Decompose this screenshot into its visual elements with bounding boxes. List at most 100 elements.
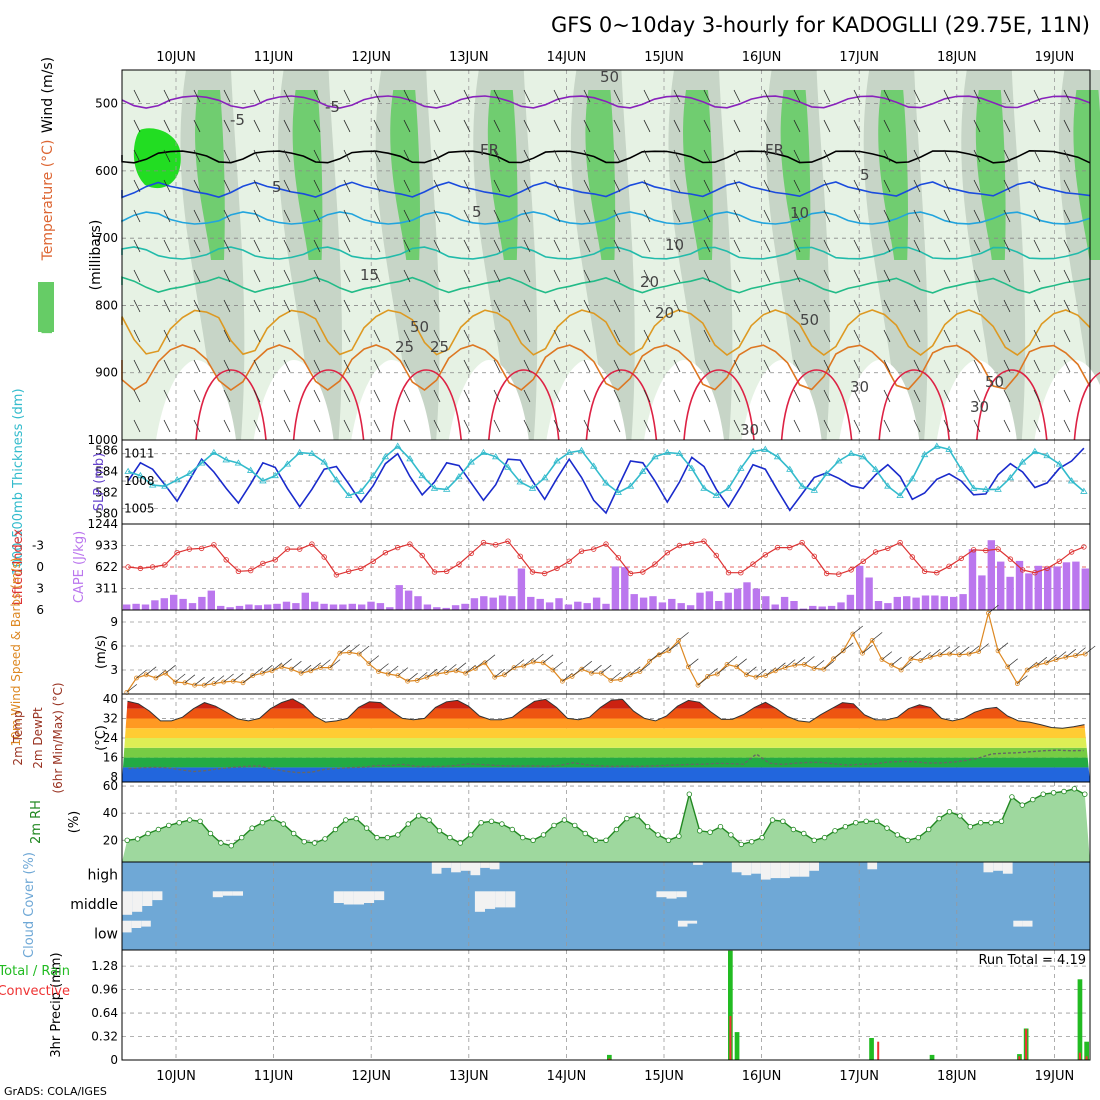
y-tick-label: 0 xyxy=(36,560,44,574)
cape-bar xyxy=(752,588,761,610)
cape-bar xyxy=(339,604,347,610)
lifted-index-point xyxy=(505,538,511,544)
rh-point xyxy=(676,833,682,839)
wind-point xyxy=(627,672,633,678)
bottom-date-label: 11JUN xyxy=(254,1069,294,1084)
cloud-cover-gap xyxy=(770,862,781,879)
run-total-annotation: Run Total = 4.19 xyxy=(978,953,1086,968)
panel-label: 1000-500mb Thickness (dm) xyxy=(11,388,26,575)
cape-bar xyxy=(818,606,826,610)
bottom-date-label: 10JUN xyxy=(156,1069,196,1084)
temperature-band xyxy=(122,708,1090,719)
wind-barb xyxy=(703,119,711,133)
contour-label: 15 xyxy=(360,266,379,284)
rh-point xyxy=(134,836,141,842)
bottom-date-label: 14JUN xyxy=(547,1069,587,1084)
rh-dry-dome xyxy=(546,360,627,440)
wind-barb xyxy=(387,665,399,675)
temperature-contour-warm xyxy=(488,369,560,441)
temperature-contour xyxy=(121,211,1091,225)
wind-barb xyxy=(643,269,651,283)
wind-point xyxy=(763,673,769,678)
y-tick-label: 580 xyxy=(95,507,118,521)
wind-barb xyxy=(446,664,457,673)
contour-label: 5 xyxy=(472,203,482,221)
cape-bar xyxy=(442,607,450,610)
cape-bar xyxy=(508,596,516,610)
wind-barb xyxy=(493,209,501,223)
lifted-index-point xyxy=(444,568,450,574)
thickness-point xyxy=(381,453,390,460)
wind-barb xyxy=(1063,179,1071,193)
rh-point xyxy=(624,815,630,822)
wind-barb xyxy=(697,676,709,686)
wind-point xyxy=(995,648,1001,654)
contour-label: 30 xyxy=(850,378,869,396)
wind-point xyxy=(550,667,556,673)
y-tick-label: 1008 xyxy=(124,474,155,488)
cape-bar xyxy=(141,604,150,610)
cape-bar xyxy=(451,605,460,610)
rh-point xyxy=(957,813,963,819)
rh-point xyxy=(124,837,130,843)
rh-point xyxy=(551,822,557,829)
cape-bar xyxy=(912,597,920,610)
wind-barb xyxy=(591,664,602,674)
wind-barb xyxy=(823,389,831,403)
temperature-contour xyxy=(121,276,1091,294)
wind-barb xyxy=(613,389,621,403)
wind-point xyxy=(695,682,701,688)
wind-barb xyxy=(643,419,651,433)
side-label: Wind (m/s) xyxy=(40,57,56,133)
wind-barb xyxy=(583,209,591,223)
wind-barb xyxy=(163,359,171,373)
cloud-cover-gap xyxy=(993,862,1003,871)
precip-total-bar xyxy=(607,1054,612,1060)
lifted-index-point xyxy=(836,571,842,577)
wind-barb xyxy=(613,239,621,253)
wind-barb xyxy=(343,239,351,253)
wind-barb xyxy=(523,389,531,403)
wind-barb xyxy=(793,299,801,313)
wind-barb xyxy=(233,672,244,682)
cape-bar xyxy=(978,575,986,610)
cape-bar xyxy=(809,605,817,610)
wind-point xyxy=(744,672,749,678)
lifted-index-point xyxy=(174,550,180,556)
wind-barb xyxy=(403,329,411,343)
wind-barb xyxy=(913,209,921,223)
thickness-point xyxy=(1055,460,1064,467)
lifted-index-point xyxy=(419,552,425,559)
wind-barb xyxy=(1063,89,1071,103)
thickness-point xyxy=(430,484,439,491)
thickness-point xyxy=(896,491,904,499)
wind-barb xyxy=(943,329,951,343)
wind-barb xyxy=(403,119,411,133)
wind-point xyxy=(134,675,139,681)
panel-label: Convective xyxy=(0,984,70,999)
y-tick-label: 622 xyxy=(95,560,118,574)
rh-point xyxy=(655,832,661,838)
cloud-cover-gap xyxy=(676,891,687,898)
wind-barb xyxy=(343,119,351,133)
wind-barb xyxy=(913,359,921,373)
lifted-index-point xyxy=(346,568,352,574)
wind-point xyxy=(676,638,681,643)
cape-bar xyxy=(545,602,554,610)
wind-barb xyxy=(643,359,651,373)
wind-barb xyxy=(763,89,771,103)
cape-bar xyxy=(771,604,779,610)
lifted-index-point xyxy=(615,555,621,561)
cloud-cover-gap xyxy=(374,891,385,901)
cape-bar xyxy=(358,604,366,610)
wind-barb xyxy=(733,359,741,373)
wind-barb xyxy=(639,663,651,672)
wind-barb xyxy=(784,659,796,668)
thickness-point xyxy=(871,465,880,472)
wind-barb xyxy=(193,299,201,313)
wind-point xyxy=(1015,681,1020,686)
wind-barb xyxy=(583,149,591,163)
thickness-point xyxy=(1018,458,1027,465)
lifted-index-point xyxy=(1032,570,1038,576)
rh-point xyxy=(540,832,547,838)
